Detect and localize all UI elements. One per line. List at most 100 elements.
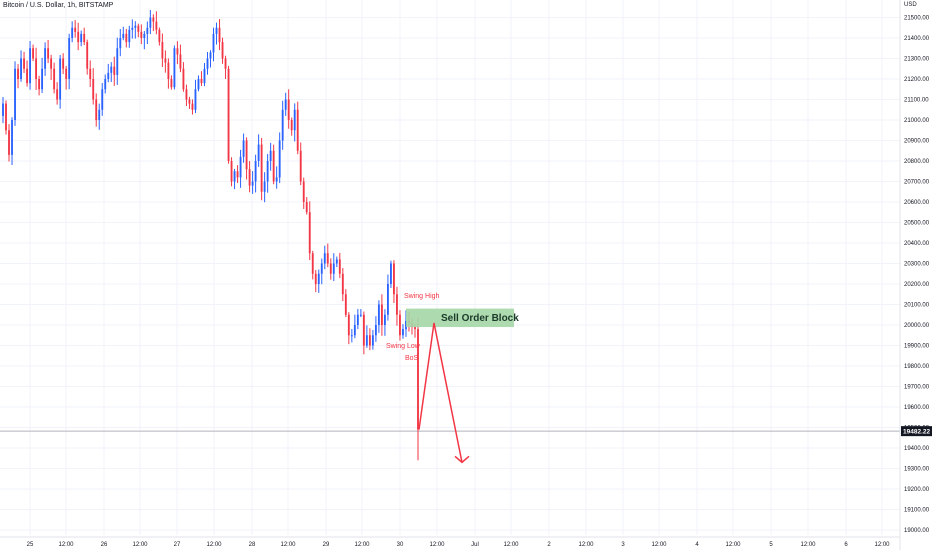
time-tick-label: 3 [621, 542, 625, 548]
candle-body [275, 177, 278, 182]
candle-body [290, 120, 293, 131]
candle-body [8, 130, 10, 155]
candle-body [2, 103, 4, 116]
candle-body [221, 42, 224, 59]
time-tick-label: 12:00 [206, 542, 222, 548]
price-tick-label: 19100.00 [904, 508, 930, 514]
price-tick-label: 21400.00 [904, 36, 930, 42]
bos-label: BoS [405, 355, 419, 362]
price-tick-label: 19600.00 [904, 405, 930, 411]
candle-body [239, 156, 242, 178]
candle-body [29, 48, 31, 84]
price-tick-label: 19800.00 [904, 364, 930, 370]
candle-body [116, 48, 119, 75]
price-tick-label: 20600.00 [904, 200, 930, 206]
candle-body [35, 58, 38, 79]
candle-body [332, 263, 335, 274]
candle-body [155, 21, 158, 30]
candle-body [341, 273, 344, 295]
chart-grid [0, 0, 900, 535]
sell-order-block-label: Sell Order Block [441, 313, 519, 324]
candle-body [182, 68, 185, 90]
candle-body [344, 294, 347, 315]
candle-body [110, 66, 113, 73]
candle-body [263, 181, 266, 192]
price-tick-label: 21100.00 [904, 98, 929, 104]
candle-body [359, 314, 362, 316]
candle-body [278, 140, 281, 178]
candle-body [362, 314, 365, 346]
time-tick-label: 27 [174, 542, 181, 548]
candle-body [296, 109, 299, 151]
price-tick-label: 20100.00 [904, 303, 930, 309]
candle-body [390, 263, 392, 284]
candle-body [77, 31, 80, 43]
candles [2, 10, 419, 461]
candle-body [59, 58, 62, 100]
swing-high-label: Swing High [404, 293, 440, 300]
candle-body [200, 79, 203, 84]
sell-order-block-rect[interactable] [406, 308, 514, 328]
candle-body [74, 27, 77, 32]
candle-body [179, 54, 182, 69]
candle-body [203, 68, 206, 84]
time-tick-label: 12:00 [132, 542, 148, 548]
candle-body [119, 38, 122, 49]
candle-body [281, 109, 284, 141]
price-tick-label: 20400.00 [904, 241, 930, 247]
candle-body [47, 48, 50, 59]
candle-body [396, 294, 398, 315]
candle-body [338, 259, 341, 274]
candle-body [161, 42, 164, 59]
candle-body [32, 48, 35, 59]
candle-body [113, 66, 116, 75]
candle-body [41, 68, 44, 90]
candle-body [224, 58, 227, 69]
candle-body [56, 89, 59, 100]
candle-body [62, 58, 65, 69]
candle-body [317, 273, 320, 284]
candle-body [353, 325, 356, 336]
candle-body [167, 62, 170, 79]
time-tick-label: 12:00 [651, 542, 667, 548]
candle-body [251, 181, 254, 186]
candle-body [293, 109, 296, 131]
price-tick-label: 21300.00 [904, 57, 930, 63]
candle-body [236, 171, 239, 178]
candle-body [326, 253, 329, 264]
price-tick-label: 19900.00 [904, 344, 930, 350]
candle-body [347, 314, 350, 336]
candle-body [173, 48, 176, 88]
annotation-labels: Swing High Swing Low BoS Sell Order Block [386, 293, 519, 362]
candle-body [380, 304, 383, 325]
candle-body [230, 161, 233, 182]
candle-body [131, 27, 134, 30]
candle-body [215, 27, 218, 34]
candle-body [206, 58, 209, 69]
time-tick-label: 12:00 [429, 542, 445, 548]
candle-body [414, 327, 416, 330]
price-tick-label: 21500.00 [904, 16, 930, 22]
candle-body [188, 99, 191, 104]
candle-body [405, 320, 407, 330]
time-tick-label: 12:00 [578, 542, 594, 548]
time-tick-label: 12:00 [800, 542, 816, 548]
candle-body [365, 335, 368, 346]
time-tick-label: 6 [844, 542, 848, 548]
time-tick-label: 5 [769, 542, 773, 548]
candle-body [164, 58, 167, 63]
price-tick-label: 20000.00 [904, 323, 930, 329]
chart-title: Bitcoin / U.S. Dollar, 1h, BITSTAMP [3, 2, 114, 9]
candle-body [248, 169, 251, 186]
candle-body [323, 253, 326, 264]
candle-body [38, 79, 41, 90]
price-tick-label: 19300.00 [904, 467, 930, 473]
candle-body [371, 335, 374, 346]
candle-body [218, 27, 221, 43]
candle-body [65, 68, 68, 79]
candle-body [158, 29, 161, 43]
candle-body [152, 17, 155, 22]
arrow-head-icon [454, 455, 470, 464]
candle-body [122, 33, 125, 38]
